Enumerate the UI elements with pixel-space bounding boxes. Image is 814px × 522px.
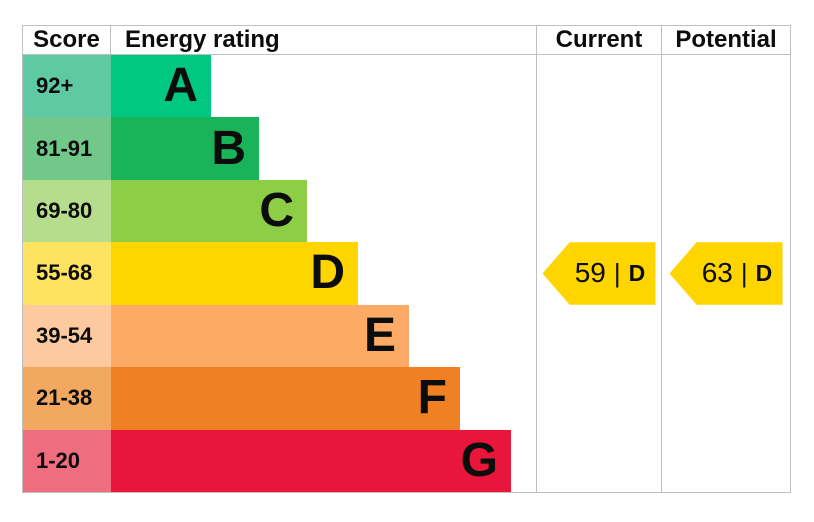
- header-potential: Potential: [661, 26, 790, 54]
- band-bar-f: F: [111, 367, 460, 430]
- rating-table: Score Energy rating Current Potential 92…: [22, 25, 791, 493]
- rating-separator: |: [740, 258, 748, 289]
- header-row: Score Energy rating Current Potential: [23, 26, 790, 55]
- potential-rating-arrow: 63 | D: [669, 242, 783, 305]
- current-column: 59 | D: [536, 55, 661, 492]
- band-bar-b: B: [111, 117, 259, 180]
- band-row: B: [111, 117, 536, 180]
- potential-arrow-slot: 63 | D: [662, 242, 790, 305]
- band-row: C: [111, 179, 536, 243]
- current-arrow-slot: 59 | D: [537, 242, 661, 305]
- band-bar-a: A: [111, 55, 211, 118]
- current-rating-value: 59: [574, 257, 606, 289]
- potential-rating-band: D: [755, 259, 773, 286]
- band-bar-c: C: [111, 179, 307, 243]
- score-column: 92+ 81-91 69-80 55-68 39-54 21-38 1-20: [23, 55, 111, 492]
- band-row: G: [111, 429, 536, 492]
- chart-body: 92+ 81-91 69-80 55-68 39-54 21-38 1-20 A…: [23, 55, 790, 492]
- header-current: Current: [536, 26, 661, 54]
- band-row: E: [111, 304, 536, 368]
- score-cell-b: 81-91: [23, 117, 111, 180]
- band-row: F: [111, 367, 536, 430]
- potential-rating-value: 63: [701, 257, 733, 289]
- band-row: A: [111, 55, 536, 118]
- band-row: D: [111, 242, 536, 305]
- header-energy-rating: Energy rating: [125, 26, 280, 53]
- score-cell-a: 92+: [23, 55, 111, 118]
- score-cell-e: 39-54: [23, 304, 111, 368]
- bars-column: A B C D E F G: [111, 55, 536, 492]
- header-score: Score: [23, 26, 111, 54]
- current-rating-band: D: [628, 259, 646, 286]
- current-rating-arrow: 59 | D: [542, 242, 656, 305]
- score-cell-g: 1-20: [23, 429, 111, 492]
- band-bar-g: G: [111, 429, 511, 492]
- band-bar-e: E: [111, 304, 409, 368]
- score-cell-c: 69-80: [23, 179, 111, 243]
- band-bar-d: D: [111, 242, 358, 305]
- rating-separator: |: [613, 258, 621, 289]
- score-cell-f: 21-38: [23, 367, 111, 430]
- potential-column: 63 | D: [661, 55, 790, 492]
- score-cell-d: 55-68: [23, 242, 111, 305]
